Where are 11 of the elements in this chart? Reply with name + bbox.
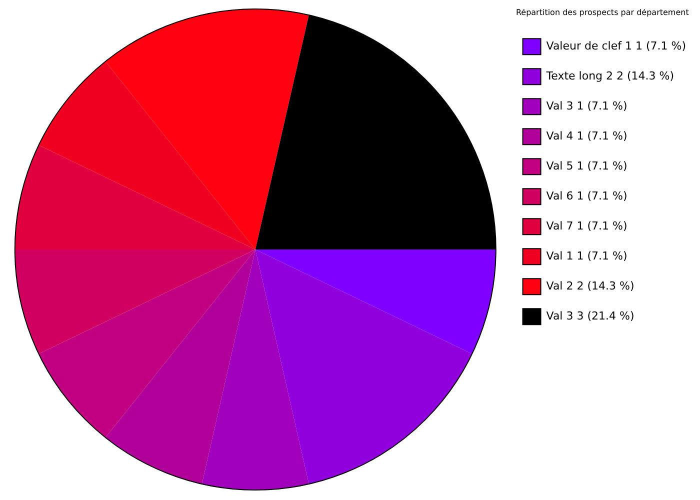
legend-label: Val 3 3 (21.4 %) [546,309,634,322]
legend-label: Texte long 2 2 (14.3 %) [545,69,674,82]
legend-label: Val 7 1 (7.1 %) [546,219,628,232]
legend-label: Val 3 1 (7.1 %) [546,99,628,112]
legend-label: Val 5 1 (7.1 %) [546,159,628,172]
legend-title: Répartition des prospects par département [516,8,689,18]
legend-label: Val 4 1 (7.1 %) [546,129,628,142]
legend-label: Val 2 2 (14.3 %) [546,279,634,292]
legend-label: Val 6 1 (7.1 %) [546,189,628,202]
legend-label: Val 1 1 (7.1 %) [546,249,628,262]
legend-label: Valeur de clef 1 1 (7.1 %) [546,39,686,52]
